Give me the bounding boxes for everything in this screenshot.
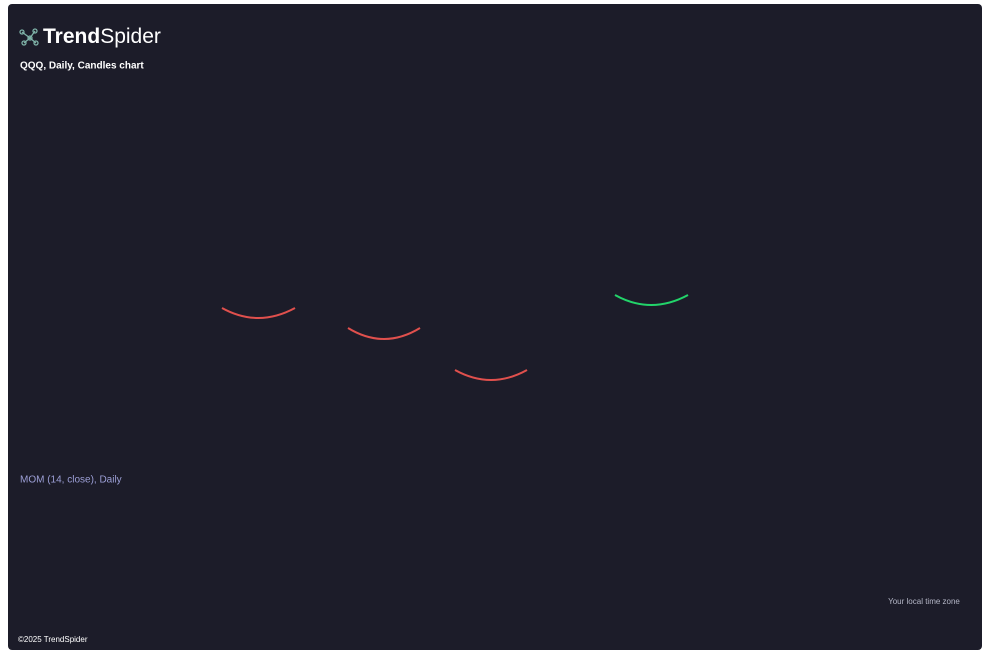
chart-title: QQQ, Daily, Candles chart [20,61,144,72]
arc [347,327,421,340]
annotations [221,294,689,381]
logo-bold: Trend [43,25,100,48]
copyright: ©2025 TrendSpider [18,635,88,644]
timezone-note: Your local time zone [888,597,960,606]
arc [221,307,296,319]
indicator-title: MOM (14, close), Daily [20,475,122,486]
arc [454,369,528,381]
logo-icon [19,28,39,46]
logo-light: Spider [100,25,161,48]
panel [8,4,982,650]
arc [614,294,689,306]
logo: TrendSpider [43,25,161,48]
